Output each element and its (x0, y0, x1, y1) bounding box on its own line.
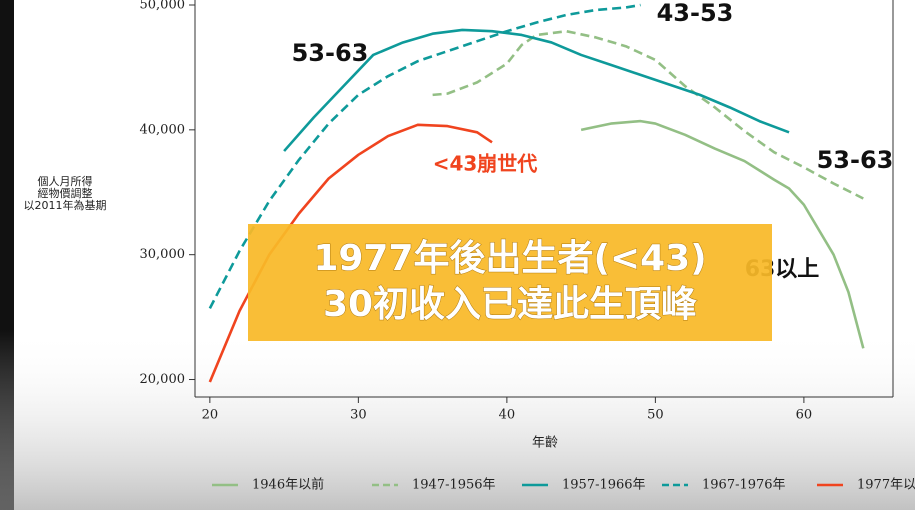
caption-box (248, 224, 772, 341)
x-tick-label: 30 (350, 408, 367, 423)
series-line (208, 3, 641, 309)
annotation: 53-63 (292, 39, 369, 67)
y-tick-label: 20,000 (140, 372, 186, 387)
legend-label: 1946年以前 (252, 477, 324, 493)
x-tick-label: 60 (796, 408, 813, 423)
legend-label: 1977年以後 (857, 478, 915, 493)
caption-text: 30初收入已達此生頂峰 (323, 284, 697, 325)
x-tick-label: 50 (647, 408, 664, 423)
y-axis-label: 經物價調整 (38, 186, 93, 200)
y-tick-label: 40,000 (140, 122, 186, 137)
legend-label: 1957-1966年 (562, 478, 646, 493)
y-axis-label: 以2011年為基期 (24, 198, 107, 212)
series-line (283, 28, 790, 152)
x-tick-label: 20 (202, 408, 219, 423)
caption-text: 1977年後出生者(<43) (313, 238, 706, 279)
x-axis-label: 年齡 (532, 436, 558, 451)
series-line (580, 119, 865, 349)
legend-label: 1967-1976年 (702, 478, 786, 493)
series-line (432, 29, 864, 200)
annotation: 43-53 (657, 0, 734, 27)
bottom-shade (0, 330, 915, 510)
y-axis-label: 個人月所得 (38, 175, 93, 188)
x-tick-label: 40 (499, 408, 516, 423)
y-tick-label: 50,000 (140, 0, 186, 12)
y-tick-label: 30,000 (140, 247, 186, 262)
annotation: <43崩世代 (433, 152, 538, 176)
legend-label: 1947-1956年 (412, 478, 496, 493)
annotation: 53-63 (817, 146, 894, 174)
